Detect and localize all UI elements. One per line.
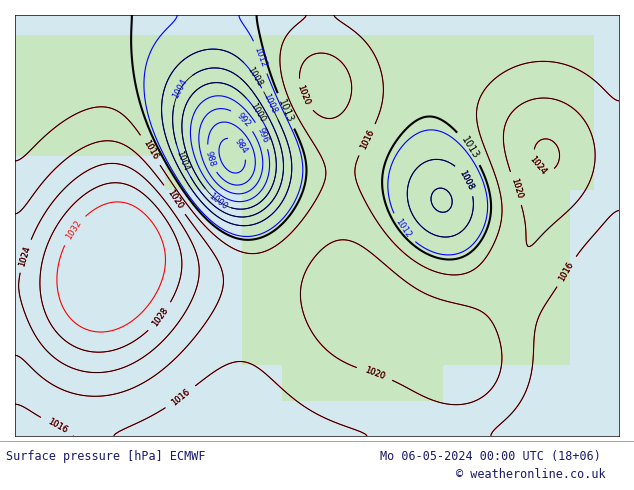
Text: 1032: 1032: [64, 219, 83, 241]
Text: 1020: 1020: [508, 177, 524, 200]
Text: 1020: 1020: [363, 366, 386, 382]
Text: 1020: 1020: [295, 84, 311, 107]
Text: © weatheronline.co.uk: © weatheronline.co.uk: [456, 468, 606, 481]
Text: 1000: 1000: [207, 191, 230, 211]
Text: 1016: 1016: [46, 417, 69, 435]
Text: 1004: 1004: [171, 77, 190, 100]
Text: 1000: 1000: [248, 101, 266, 123]
Text: 1016: 1016: [141, 139, 160, 162]
Text: 1013: 1013: [276, 98, 295, 124]
Text: 1012: 1012: [253, 46, 268, 69]
Text: 1020: 1020: [508, 177, 524, 200]
Text: 1024: 1024: [528, 155, 548, 177]
Text: 1004: 1004: [174, 150, 191, 172]
Text: 1024: 1024: [18, 245, 32, 268]
Text: Mo 06-05-2024 00:00 UTC (18+06): Mo 06-05-2024 00:00 UTC (18+06): [380, 450, 601, 463]
Text: 1020: 1020: [165, 189, 184, 211]
Text: 1016: 1016: [170, 387, 191, 407]
Text: 1020: 1020: [165, 189, 184, 211]
Text: 1008: 1008: [458, 169, 476, 192]
Text: 1016: 1016: [358, 128, 376, 151]
Text: 1008: 1008: [262, 92, 279, 115]
Text: 1016: 1016: [557, 260, 576, 283]
Text: Surface pressure [hPa] ECMWF: Surface pressure [hPa] ECMWF: [6, 450, 206, 463]
Text: 1028: 1028: [151, 306, 171, 328]
Text: 1024: 1024: [18, 245, 32, 268]
Text: 1020: 1020: [295, 84, 311, 107]
Text: 1028: 1028: [151, 306, 171, 328]
Text: 988: 988: [204, 150, 217, 168]
Text: 1020: 1020: [363, 366, 386, 382]
Text: 996: 996: [256, 126, 269, 145]
Text: 1008: 1008: [245, 65, 264, 88]
Text: 1016: 1016: [358, 128, 376, 151]
Text: 1016: 1016: [557, 260, 576, 283]
Text: 1024: 1024: [528, 155, 548, 177]
Text: 992: 992: [235, 111, 252, 129]
Text: 984: 984: [233, 137, 249, 155]
Text: 1008: 1008: [458, 169, 476, 192]
Text: 1016: 1016: [170, 387, 191, 407]
Text: 1016: 1016: [141, 139, 160, 162]
Text: 1013: 1013: [459, 135, 481, 161]
Text: 1012: 1012: [393, 218, 413, 240]
Text: 1016: 1016: [46, 417, 69, 435]
